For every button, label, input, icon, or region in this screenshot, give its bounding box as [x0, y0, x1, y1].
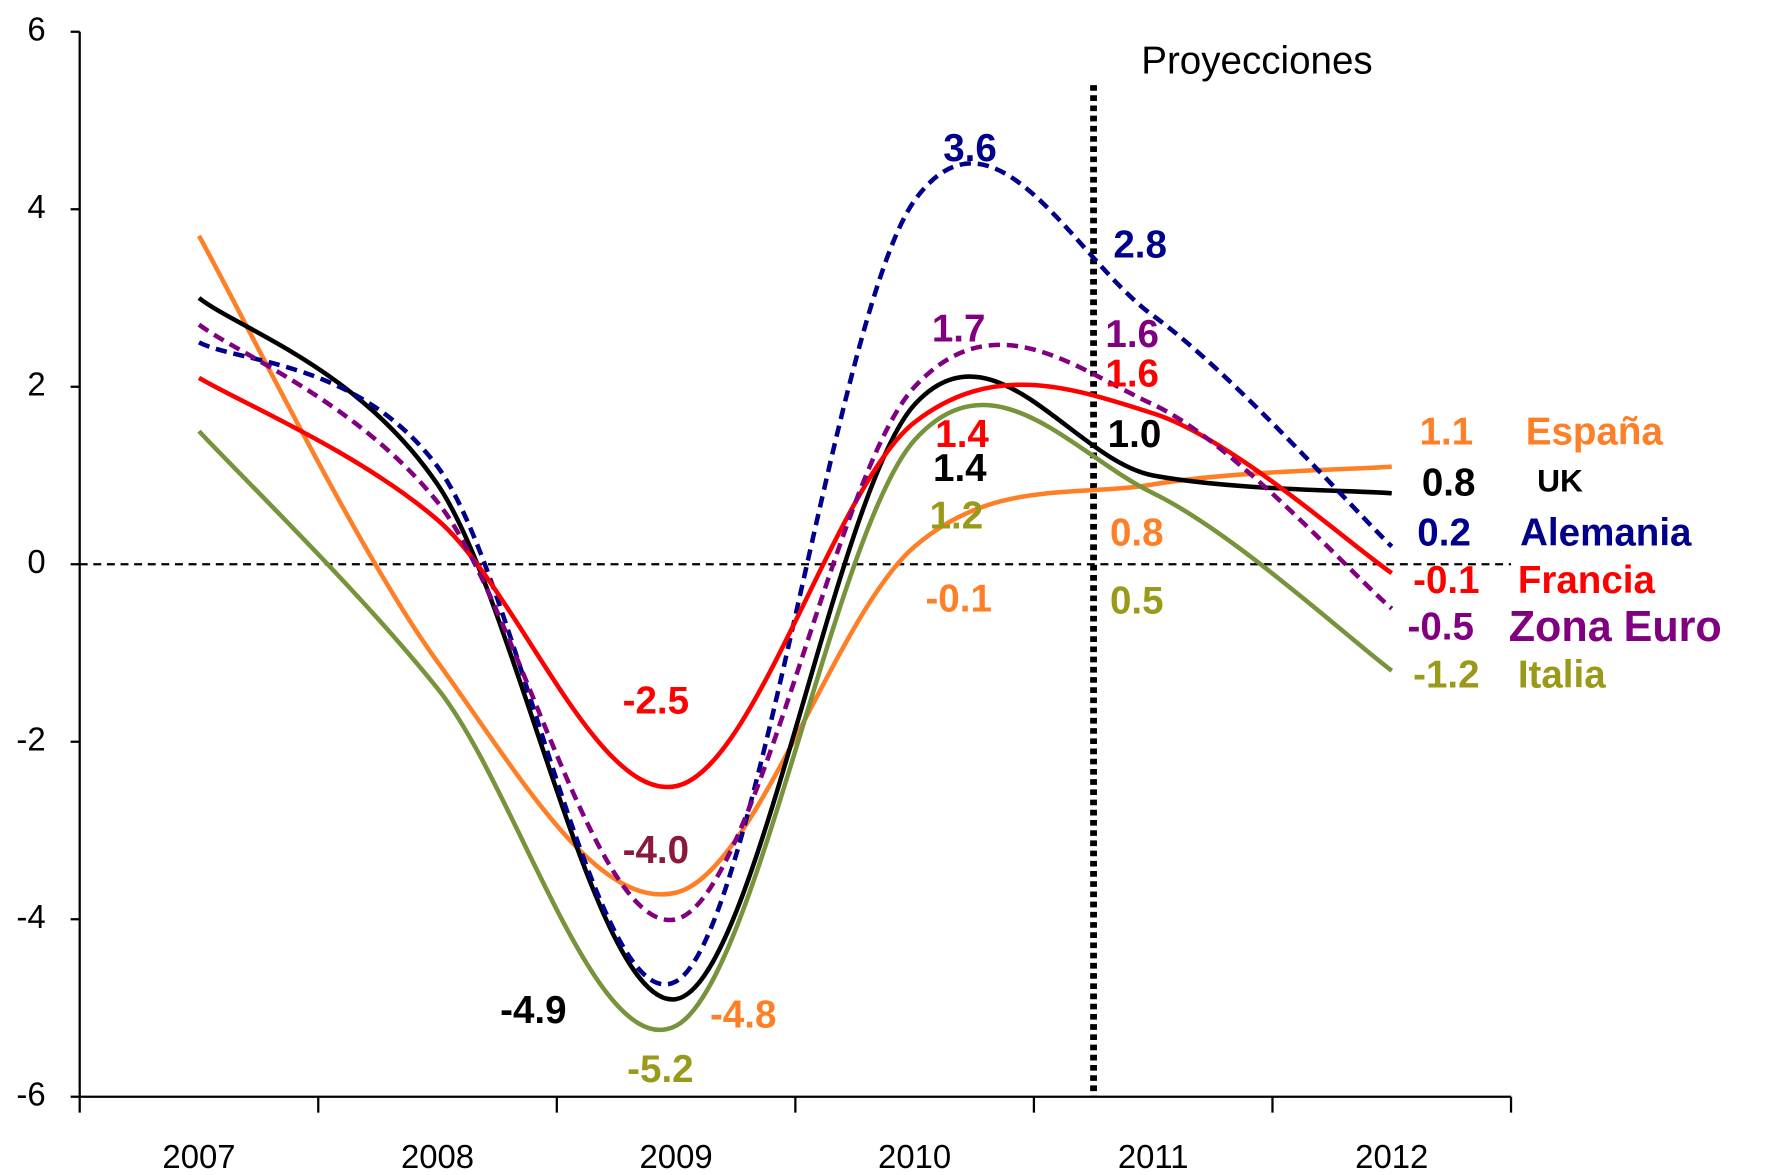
data-annotation: 1.4 — [933, 447, 987, 490]
data-annotation: -2.5 — [623, 679, 689, 722]
legend-label: España — [1526, 411, 1664, 454]
legend-label: Alemania — [1520, 512, 1692, 555]
data-annotation: 0.2 — [1417, 512, 1471, 555]
series-line — [197, 296, 1392, 1002]
x-tick-label: 2012 — [1355, 1138, 1428, 1175]
data-annotation: 1.1 — [1420, 411, 1474, 454]
legend-label: Francia — [1518, 559, 1656, 602]
series-line — [197, 402, 1394, 1032]
y-tick-label: -6 — [16, 1075, 45, 1112]
data-annotation: -0.1 — [925, 577, 991, 620]
y-tick-label: -2 — [16, 720, 45, 757]
x-tick-label: 2011 — [1118, 1138, 1189, 1175]
legend-label: UK — [1537, 463, 1583, 499]
data-annotation: 0.5 — [1110, 580, 1164, 623]
x-tick-label: 2010 — [878, 1138, 951, 1175]
data-annotation: -0.5 — [1407, 606, 1473, 649]
data-annotation: 1.6 — [1105, 353, 1159, 396]
y-tick-label: -4 — [16, 898, 45, 935]
legend-label: Italia — [1518, 653, 1606, 696]
data-annotation: 2.8 — [1113, 223, 1167, 266]
data-annotation: 1.6 — [1105, 313, 1159, 356]
x-tick-label: 2009 — [640, 1138, 713, 1175]
series-line — [197, 322, 1394, 923]
y-tick-label: 2 — [27, 365, 45, 402]
data-annotation: 1.7 — [932, 307, 986, 350]
data-annotation: -4.0 — [623, 829, 689, 872]
x-tick-label: 2008 — [401, 1138, 474, 1175]
data-annotation: 1.2 — [930, 495, 984, 538]
legend-label: Zona Euro — [1509, 603, 1722, 651]
data-annotation: -1.2 — [1413, 653, 1479, 696]
data-annotation: -0.1 — [1413, 559, 1479, 602]
series-line — [197, 161, 1394, 987]
data-annotation: -5.2 — [627, 1048, 693, 1091]
y-tick-label: 4 — [27, 188, 45, 225]
data-annotation: 0.8 — [1422, 462, 1476, 505]
data-annotation: -4.9 — [500, 989, 566, 1032]
data-annotation: 1.4 — [935, 413, 989, 456]
projection-label: Proyecciones — [1141, 40, 1372, 83]
data-annotation: 1.0 — [1108, 413, 1162, 456]
x-tick-label: 2007 — [162, 1138, 235, 1175]
data-annotation: 0.8 — [1110, 512, 1164, 555]
data-annotation: 3.6 — [943, 127, 997, 170]
data-annotation: -4.8 — [710, 994, 776, 1037]
y-tick-label: 0 — [27, 543, 45, 580]
series-line — [197, 375, 1394, 790]
y-tick-label: 6 — [27, 10, 45, 47]
